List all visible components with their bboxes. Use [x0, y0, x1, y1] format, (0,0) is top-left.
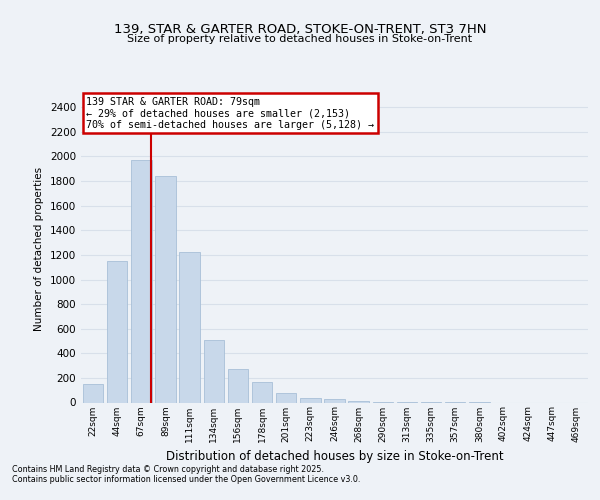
Bar [324, 400, 345, 402]
Bar [227, 370, 248, 402]
Text: 139 STAR & GARTER ROAD: 79sqm
← 29% of detached houses are smaller (2,153)
70% o: 139 STAR & GARTER ROAD: 79sqm ← 29% of d… [86, 96, 374, 130]
Bar [276, 394, 296, 402]
Text: Size of property relative to detached houses in Stoke-on-Trent: Size of property relative to detached ho… [127, 34, 473, 43]
Text: Contains public sector information licensed under the Open Government Licence v3: Contains public sector information licen… [12, 474, 361, 484]
Bar [252, 382, 272, 402]
Bar [179, 252, 200, 402]
Bar [349, 401, 369, 402]
Text: 139, STAR & GARTER ROAD, STOKE-ON-TRENT, ST3 7HN: 139, STAR & GARTER ROAD, STOKE-ON-TRENT,… [114, 22, 486, 36]
Bar [107, 261, 127, 402]
Bar [155, 176, 176, 402]
Y-axis label: Number of detached properties: Number of detached properties [34, 166, 44, 331]
X-axis label: Distribution of detached houses by size in Stoke-on-Trent: Distribution of detached houses by size … [166, 450, 503, 463]
Bar [203, 340, 224, 402]
Bar [131, 160, 152, 402]
Bar [300, 398, 320, 402]
Bar [83, 384, 103, 402]
Text: Contains HM Land Registry data © Crown copyright and database right 2025.: Contains HM Land Registry data © Crown c… [12, 464, 324, 473]
